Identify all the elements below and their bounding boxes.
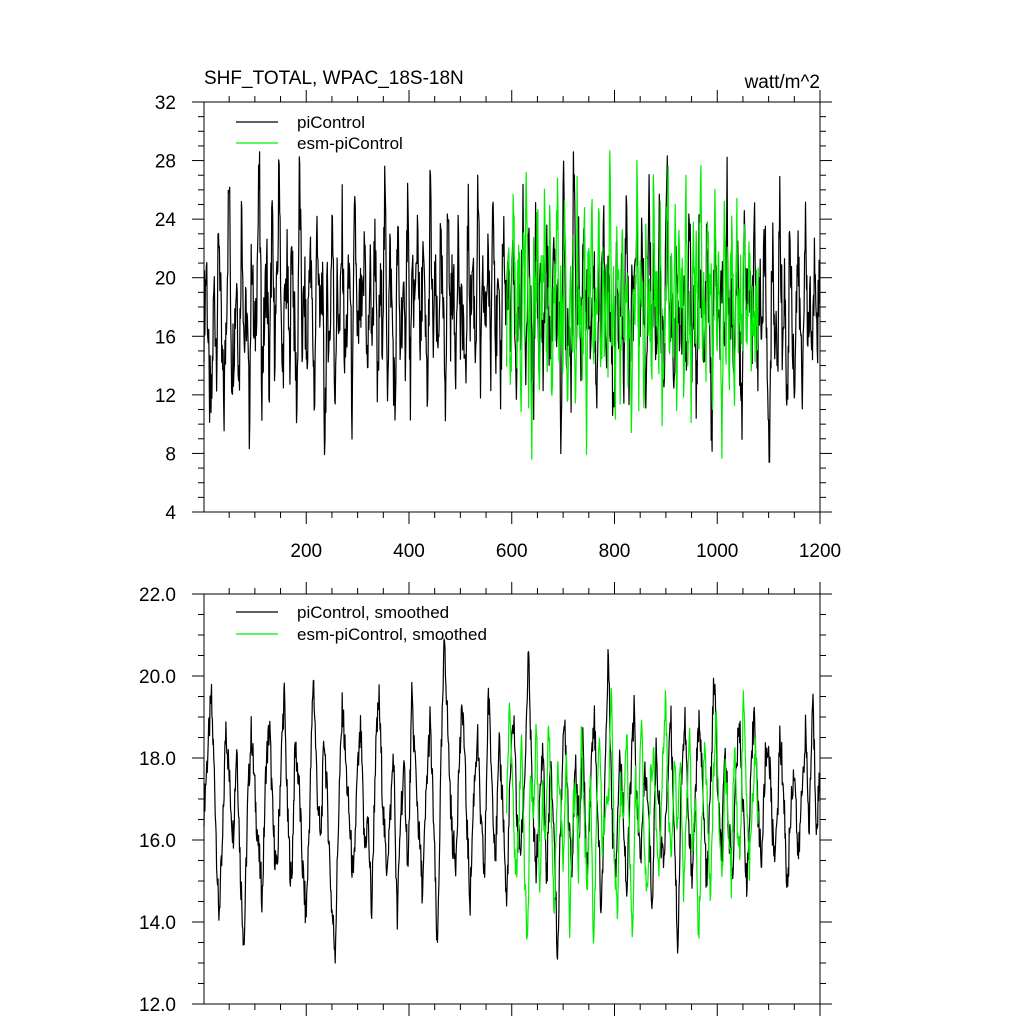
bottom-tick-layer: 12.0 14.0 16.0 18.0 20.0 22.0 — [139, 582, 832, 1016]
top-panel-units: watt/m^2 — [744, 72, 820, 93]
x-tick-label: 1200 — [799, 541, 841, 562]
bottom-legend: piControl, smoothed esm-piControl, smoot… — [236, 603, 487, 644]
y-tick-label: 14.0 — [139, 913, 176, 934]
series-line-esm-picontrol — [506, 150, 759, 460]
y-tick-label: 16.0 — [139, 831, 176, 852]
x-tick-label: 800 — [599, 541, 631, 562]
y-tick-label: 4 — [165, 503, 176, 524]
y-tick-label: 8 — [165, 444, 176, 465]
top-panel-title: SHF_TOTAL, WPAC_18S-18N — [204, 68, 464, 89]
y-tick-label: 28 — [155, 152, 176, 173]
top-tick-layer: 4 8 12 16 20 24 28 32 200 400 600 800 1000 1200 — [155, 90, 841, 562]
x-tick-label: 200 — [290, 541, 322, 562]
legend-label-picontrol-smoothed: piControl, smoothed — [297, 603, 449, 622]
y-tick-label: 20 — [155, 269, 176, 290]
y-tick-label: 24 — [155, 210, 177, 231]
top-legend: piControl esm-piControl — [236, 113, 403, 153]
series-line-picontrol-smoothed — [203, 638, 821, 964]
bottom-panel: 12.0 14.0 16.0 18.0 20.0 22.0 piControl, smoo… — [139, 582, 832, 1016]
top-series-layer — [203, 150, 821, 463]
y-tick-label: 16 — [155, 327, 176, 348]
y-tick-label: 32 — [155, 93, 176, 114]
y-tick-label: 12.0 — [139, 995, 176, 1016]
y-tick-label: 22.0 — [139, 585, 176, 606]
y-tick-label: 12 — [155, 386, 176, 407]
bottom-series-layer — [203, 638, 821, 964]
legend-label-picontrol: piControl — [297, 113, 365, 132]
legend-label-esm-picontrol-smoothed: esm-piControl, smoothed — [297, 625, 487, 644]
y-tick-label: 20.0 — [139, 667, 176, 688]
series-line-esm-picontrol-smoothed — [506, 687, 759, 944]
x-tick-label: 600 — [496, 541, 528, 562]
legend-label-esm-picontrol: esm-piControl — [297, 134, 403, 153]
x-tick-label: 400 — [393, 541, 425, 562]
top-panel: SHF_TOTAL, WPAC_18S-18N watt/m^2 4 8 12 16 2… — [155, 68, 841, 562]
y-tick-label: 18.0 — [139, 749, 176, 770]
x-tick-label: 1000 — [696, 541, 738, 562]
